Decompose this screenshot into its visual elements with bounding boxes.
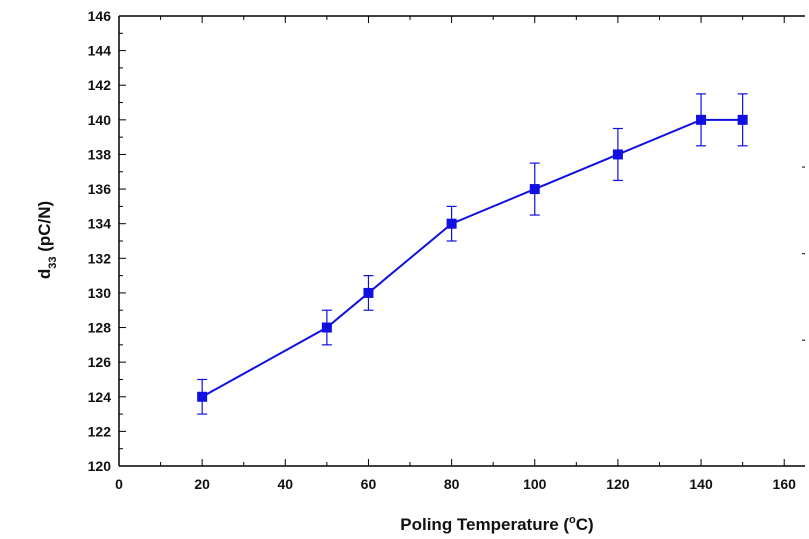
x-tick-label: 120	[606, 476, 630, 492]
x-tick-label: 20	[194, 476, 210, 492]
y-tick-label: 134	[88, 216, 112, 232]
data-point	[737, 114, 748, 125]
x-tick-label: 40	[278, 476, 294, 492]
ticks	[118, 15, 805, 467]
data-point	[446, 218, 457, 229]
x-tick-label: 0	[115, 476, 123, 492]
tick-labels: 0 20 40 60 80 100 120 140 160 120 122 124 126 128 130 1…	[88, 8, 796, 492]
y-tick-label: 138	[88, 146, 112, 162]
y-tick-label: 144	[88, 43, 112, 59]
y-tick-label: 140	[88, 112, 112, 128]
x-tick-label: 160	[773, 476, 797, 492]
y-axis-title: d33 (pC/N)	[35, 201, 59, 279]
data-point	[612, 149, 623, 160]
x-axis-title: Poling Temperature (oC)	[400, 514, 593, 534]
y-tick-label: 142	[88, 77, 112, 93]
x-tick-label: 60	[361, 476, 377, 492]
data-point	[363, 287, 374, 298]
x-tick-label: 80	[444, 476, 460, 492]
x-tick-label: 140	[689, 476, 713, 492]
data-point	[529, 184, 540, 195]
y-tick-label: 146	[88, 8, 112, 24]
y-tick-label: 136	[88, 181, 112, 197]
series-layer	[197, 93, 748, 415]
y-tick-label: 122	[88, 423, 112, 439]
y-tick-label: 132	[88, 250, 112, 266]
axes	[118, 15, 805, 467]
data-point	[197, 391, 208, 402]
x-tick-label: 100	[523, 476, 547, 492]
y-tick-label: 130	[88, 285, 112, 301]
y-tick-label: 120	[88, 458, 112, 474]
y-tick-label: 128	[88, 320, 112, 336]
data-point	[696, 114, 707, 125]
y-tick-label: 124	[88, 389, 112, 405]
y-tick-label: 126	[88, 354, 112, 370]
data-point	[321, 322, 332, 333]
series-line	[201, 118, 743, 398]
